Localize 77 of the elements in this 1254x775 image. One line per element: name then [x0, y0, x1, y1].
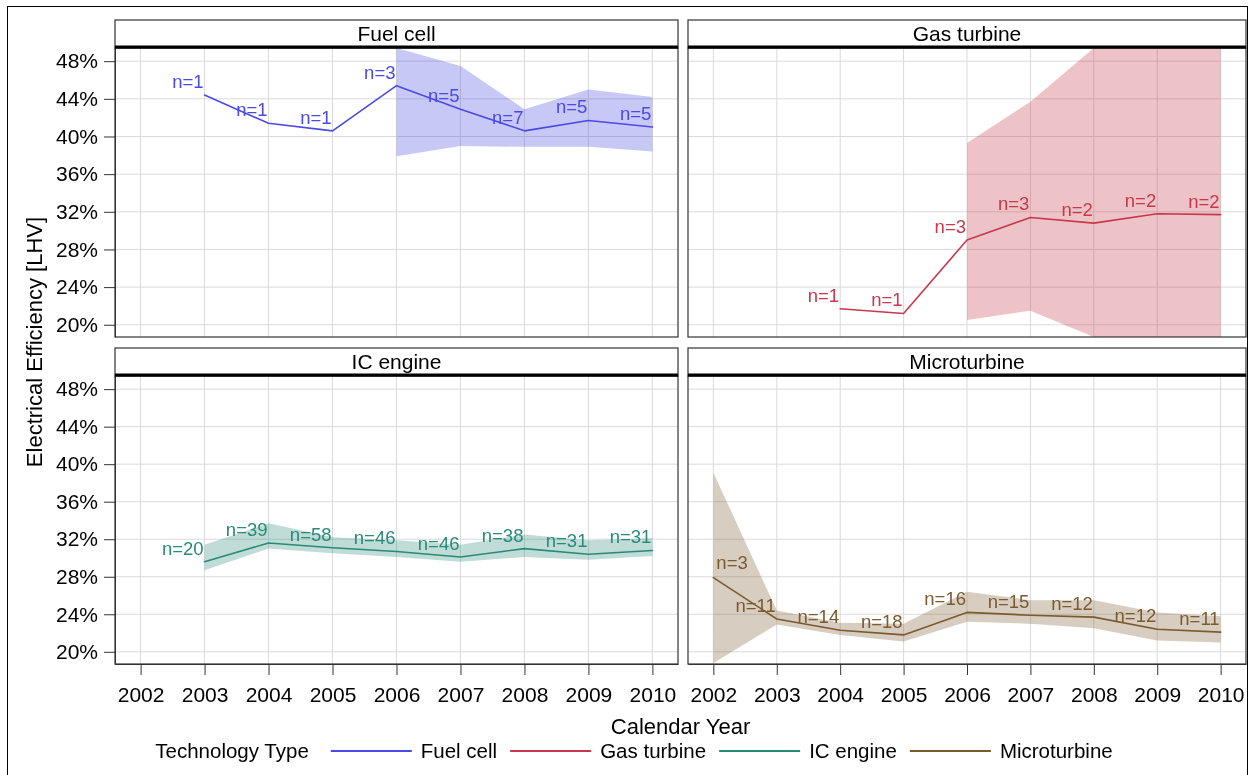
annotation: n=5	[620, 103, 652, 125]
annotation: n=1	[871, 289, 903, 311]
chart-title: Fuel cell	[357, 22, 436, 45]
annotation: n=2	[1124, 189, 1157, 211]
annotation: n=12	[1051, 593, 1093, 615]
annotation: n=14	[797, 606, 840, 628]
x-tick-label: 2004	[245, 682, 293, 706]
legend-label: IC engine	[809, 739, 897, 762]
annotation: n=7	[492, 106, 524, 128]
y-tick-label: 20%	[55, 312, 98, 336]
x-tick-label: 2006	[944, 682, 991, 706]
annotation: n=15	[987, 591, 1030, 613]
annotation: n=11	[1179, 608, 1220, 630]
y-tick-label: 36%	[55, 489, 98, 513]
x-tick-label: 2002	[117, 682, 165, 706]
y-tick-label: 24%	[55, 275, 98, 299]
y-tick-label: 24%	[55, 602, 98, 626]
legend-title: Technology Type	[155, 739, 309, 762]
x-tick-label: 2002	[690, 682, 738, 706]
y-tick-label: 28%	[55, 564, 98, 588]
y-tick-label: 32%	[55, 200, 98, 224]
x-tick-label: 2005	[880, 682, 928, 706]
annotation: n=38	[481, 524, 524, 546]
chart-title: Gas turbine	[912, 22, 1022, 45]
x-tick-label: 2007	[1007, 682, 1055, 706]
annotation: n=1	[807, 284, 840, 306]
annotation: n=58	[289, 523, 332, 545]
annotation: n=5	[428, 85, 460, 107]
legend-label: Microturbine	[999, 739, 1113, 762]
y-tick-label: 20%	[55, 640, 98, 664]
annotation: n=1	[236, 99, 268, 121]
x-tick-label: 2004	[817, 682, 865, 706]
y-tick-label: 28%	[55, 237, 98, 261]
chart-title: IC engine	[351, 350, 442, 373]
y-tick-label: 32%	[55, 527, 98, 551]
annotation: n=39	[225, 518, 268, 540]
annotation: n=1	[172, 71, 204, 93]
annotation: n=2	[1061, 199, 1093, 221]
y-tick-label: 44%	[55, 414, 98, 438]
annotation: n=3	[934, 216, 966, 238]
x-tick-label: 2010	[1197, 682, 1245, 706]
x-tick-label: 2008	[1070, 682, 1118, 706]
y-tick-label: 48%	[55, 49, 98, 73]
annotation: n=3	[998, 193, 1030, 215]
y-tick-label: 40%	[55, 124, 98, 148]
x-tick-label: 2009	[1134, 682, 1182, 706]
annotation: n=31	[609, 526, 652, 548]
legend-label: Gas turbine	[600, 739, 707, 762]
y-tick-label: 40%	[55, 452, 98, 476]
x-tick-label: 2006	[373, 682, 421, 706]
annotation: n=18	[860, 610, 903, 632]
legend-label: Fuel cell	[420, 739, 498, 762]
annotation: n=46	[417, 533, 460, 555]
annotation: n=20	[161, 537, 204, 559]
x-tick-label: 2007	[437, 682, 485, 706]
y-axis-title: Electrical Efficiency [LHV]	[22, 216, 47, 468]
chart-title: Microturbine	[909, 350, 1025, 373]
x-tick-label: 2003	[753, 682, 801, 706]
y-tick-label: 48%	[55, 377, 98, 401]
annotation: n=3	[716, 551, 748, 573]
x-tick-label: 2010	[629, 682, 677, 706]
x-tick-label: 2009	[565, 682, 613, 706]
annotation: n=2	[1188, 190, 1220, 212]
y-tick-label: 44%	[55, 87, 98, 111]
annotation: n=3	[364, 61, 396, 83]
x-tick-label: 2008	[501, 682, 549, 706]
x-tick-label: 2003	[181, 682, 229, 706]
annotation: n=12	[1114, 605, 1157, 627]
x-axis-title: Calendar Year	[610, 714, 751, 739]
annotation: n=5	[556, 96, 588, 118]
annotation: n=31	[545, 530, 588, 552]
annotation: n=1	[300, 106, 332, 128]
x-tick-label: 2005	[309, 682, 357, 706]
annotation: n=16	[924, 588, 966, 610]
annotation: n=46	[353, 527, 396, 549]
line-series	[203, 84, 654, 132]
y-tick-label: 36%	[55, 162, 98, 186]
